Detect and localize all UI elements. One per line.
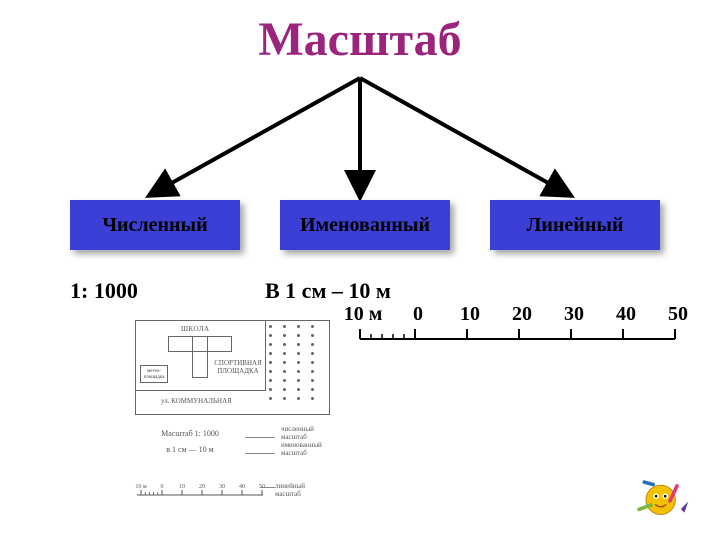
- linear-scale-label: 0: [413, 303, 423, 326]
- plan-outline: ШКОЛА метео-площадка СПОРТИВНАЯПЛОЩАДКА …: [135, 320, 330, 415]
- branch-arrows: [0, 0, 720, 540]
- branch-box-linear: Линейный: [490, 200, 660, 250]
- plan-row-named-left: в 1 см — 10 м: [135, 445, 245, 454]
- linear-scale-labels: 10 м 0 10 20 30 40 50: [345, 303, 685, 325]
- plan-school-building-v: [192, 336, 208, 378]
- linear-scale-label: 40: [616, 303, 636, 326]
- plan-row-numeric: Масштаб 1: 1000 численныймасштаб: [135, 425, 330, 441]
- svg-text:0: 0: [161, 484, 164, 490]
- plan-meteo-box: метео-площадка: [140, 365, 168, 383]
- svg-text:10 м: 10 м: [135, 484, 147, 490]
- linear-scale-label: 30: [564, 303, 584, 326]
- plan-street-label: ул. КОММУНАЛЬНАЯ: [161, 397, 232, 405]
- plan-school-label: ШКОЛА: [181, 325, 210, 333]
- plan-sport-label: СПОРТИВНАЯПЛОЩАДКА: [214, 359, 262, 375]
- plan-school-block: ШКОЛА метео-площадка СПОРТИВНАЯПЛОЩАДКА: [136, 321, 266, 391]
- plan-tree-dots: [269, 325, 325, 411]
- example-named: В 1 см – 10 м: [265, 278, 391, 304]
- branch-box-numeric: Численный: [70, 200, 240, 250]
- plan-row-numeric-right: численныймасштаб: [275, 425, 330, 441]
- plan-meteo-label: метео-площадка: [144, 369, 165, 380]
- linear-scale-ruler: 10 м 0 10 20 30 40 50: [345, 303, 685, 353]
- linear-scale-label: 10 м: [344, 303, 383, 326]
- svg-text:20: 20: [199, 484, 205, 490]
- plan-mini-ruler: 10 м01020304050: [135, 480, 265, 500]
- slide-root: Масштаб Численный Именованный Линейный 1…: [0, 0, 720, 540]
- linear-scale-label: 10: [460, 303, 480, 326]
- svg-text:30: 30: [219, 484, 225, 490]
- plan-row-numeric-left: Масштаб 1: 1000: [135, 429, 245, 438]
- plan-mini-ruler-dash: [260, 487, 275, 488]
- plan-mini-ruler-tag: линейныймасштаб: [275, 482, 305, 498]
- svg-text:40: 40: [239, 484, 245, 490]
- svg-text:10: 10: [179, 484, 185, 490]
- linear-scale-label: 20: [512, 303, 532, 326]
- linear-scale-label: 50: [668, 303, 688, 326]
- page-title: Масштаб: [0, 12, 720, 67]
- linear-scale-svg: [345, 325, 685, 345]
- plan-scale-rows: Масштаб 1: 1000 численныймасштаб в 1 см …: [135, 425, 330, 457]
- decorative-globe-icon: [635, 474, 690, 522]
- plan-row-named-right: именованныймасштаб: [275, 441, 330, 457]
- plan-row-dash: [245, 453, 275, 454]
- embedded-plan-card: ШКОЛА метео-площадка СПОРТИВНАЯПЛОЩАДКА …: [130, 315, 335, 515]
- example-numeric: 1: 1000: [70, 278, 138, 304]
- plan-row-named: в 1 см — 10 м именованныймасштаб: [135, 441, 330, 457]
- plan-row-dash: [245, 437, 275, 438]
- branch-box-named: Именованный: [280, 200, 450, 250]
